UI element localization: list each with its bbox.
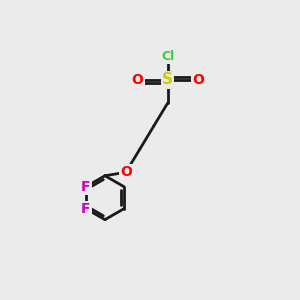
- Text: F: F: [81, 202, 91, 216]
- Text: S: S: [162, 72, 173, 87]
- Text: O: O: [131, 73, 143, 87]
- Text: O: O: [120, 165, 132, 179]
- Text: F: F: [81, 180, 91, 194]
- Text: Cl: Cl: [161, 50, 174, 63]
- Text: O: O: [192, 73, 204, 87]
